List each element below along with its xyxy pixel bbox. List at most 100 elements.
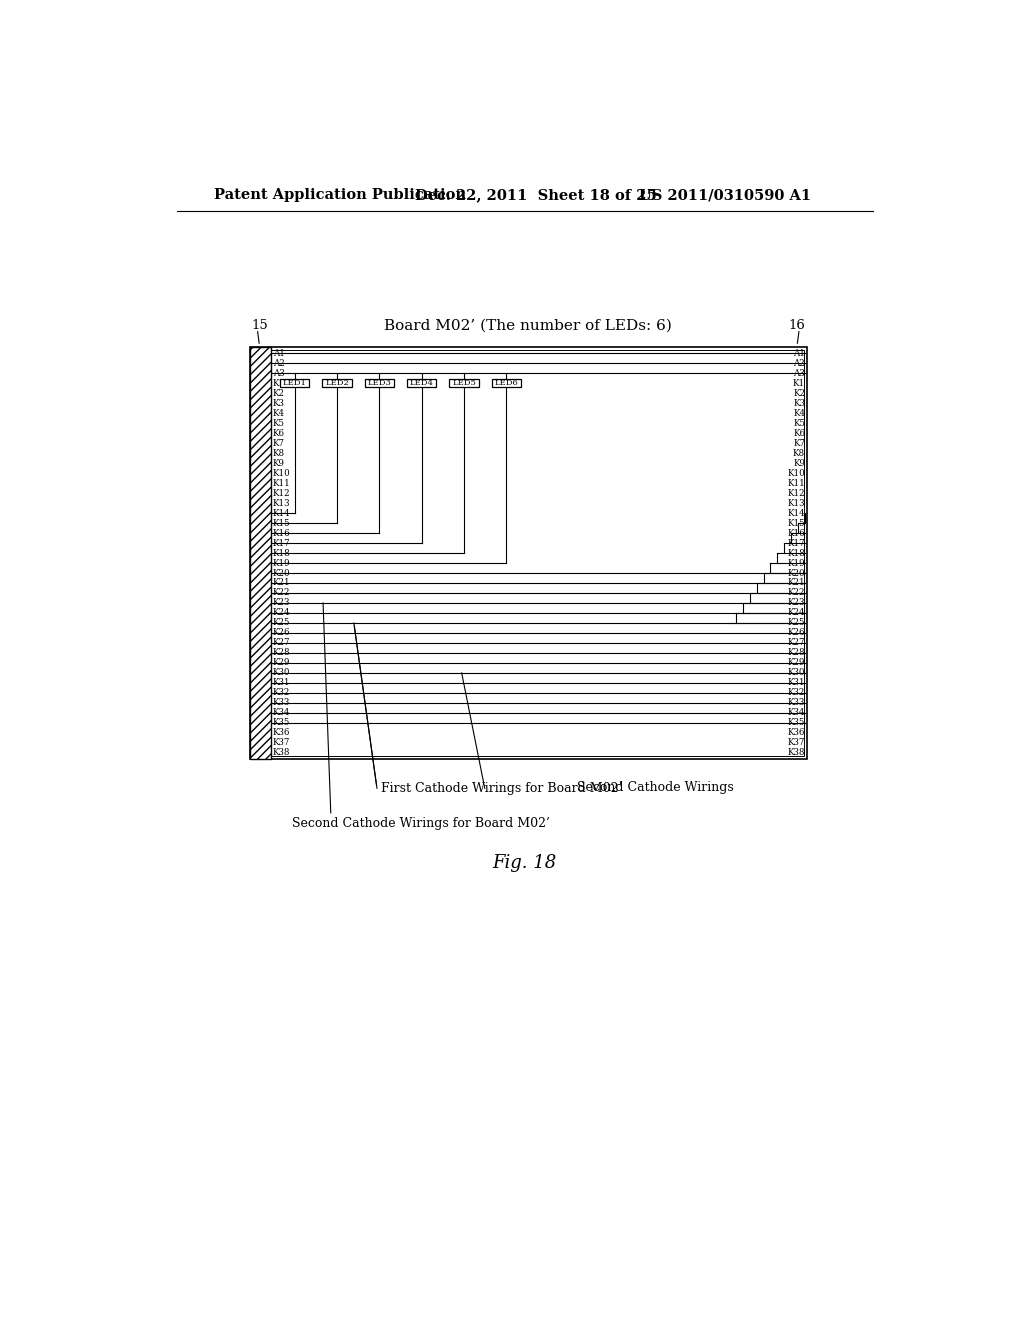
Text: K34: K34 bbox=[787, 709, 805, 717]
Text: K26: K26 bbox=[273, 628, 291, 638]
Text: Dec. 22, 2011  Sheet 18 of 25: Dec. 22, 2011 Sheet 18 of 25 bbox=[416, 189, 657, 202]
Bar bbox=[323, 379, 351, 388]
Bar bbox=[250, 347, 271, 759]
Text: US 2011/0310590 A1: US 2011/0310590 A1 bbox=[639, 189, 811, 202]
Text: K36: K36 bbox=[273, 729, 291, 738]
Text: K8: K8 bbox=[793, 449, 805, 458]
Text: K9: K9 bbox=[793, 458, 805, 467]
Text: K22: K22 bbox=[787, 589, 805, 598]
Text: A3: A3 bbox=[273, 368, 285, 378]
Text: K6: K6 bbox=[793, 429, 805, 438]
Text: K8: K8 bbox=[273, 449, 285, 458]
Text: Second Cathode Wirings: Second Cathode Wirings bbox=[578, 781, 734, 795]
Text: K35: K35 bbox=[273, 718, 291, 727]
Text: K38: K38 bbox=[787, 748, 805, 758]
Text: K29: K29 bbox=[273, 659, 291, 668]
Text: A1: A1 bbox=[273, 348, 285, 358]
Text: 15: 15 bbox=[252, 319, 268, 333]
Text: K7: K7 bbox=[273, 438, 285, 447]
Text: K3: K3 bbox=[794, 399, 805, 408]
Text: A2: A2 bbox=[794, 359, 805, 368]
Text: K12: K12 bbox=[787, 488, 805, 498]
Bar bbox=[280, 379, 309, 388]
Text: K16: K16 bbox=[787, 528, 805, 537]
Text: K4: K4 bbox=[273, 409, 285, 417]
Text: K33: K33 bbox=[273, 698, 290, 708]
Text: K19: K19 bbox=[787, 558, 805, 568]
Text: K20: K20 bbox=[273, 569, 291, 578]
Text: K10: K10 bbox=[273, 469, 291, 478]
Text: K19: K19 bbox=[273, 558, 291, 568]
Text: K30: K30 bbox=[273, 668, 291, 677]
Text: A3: A3 bbox=[794, 368, 805, 378]
Text: K20: K20 bbox=[787, 569, 805, 578]
Text: K29: K29 bbox=[787, 659, 805, 668]
Text: K10: K10 bbox=[787, 469, 805, 478]
Text: K23: K23 bbox=[787, 598, 805, 607]
Text: LED2: LED2 bbox=[325, 379, 349, 387]
Text: K31: K31 bbox=[787, 678, 805, 688]
Text: K32: K32 bbox=[273, 689, 291, 697]
Text: K13: K13 bbox=[787, 499, 805, 508]
Bar bbox=[365, 379, 394, 388]
Text: K21: K21 bbox=[273, 578, 291, 587]
Text: LED5: LED5 bbox=[452, 379, 476, 387]
Text: LED1: LED1 bbox=[283, 379, 306, 387]
Text: K1: K1 bbox=[793, 379, 805, 388]
Text: K38: K38 bbox=[273, 748, 291, 758]
Text: K14: K14 bbox=[273, 508, 291, 517]
Text: K23: K23 bbox=[273, 598, 291, 607]
Text: 16: 16 bbox=[788, 319, 805, 333]
Text: K15: K15 bbox=[273, 519, 291, 528]
Text: K2: K2 bbox=[273, 388, 285, 397]
Text: K22: K22 bbox=[273, 589, 291, 598]
Bar bbox=[492, 379, 521, 388]
Bar bbox=[250, 347, 271, 759]
Text: K36: K36 bbox=[787, 729, 805, 738]
Text: K33: K33 bbox=[787, 698, 805, 708]
Text: K24: K24 bbox=[787, 609, 805, 618]
Text: K5: K5 bbox=[793, 418, 805, 428]
Text: Board M02’ (The number of LEDs: 6): Board M02’ (The number of LEDs: 6) bbox=[384, 318, 672, 333]
Bar bbox=[250, 347, 807, 759]
Bar bbox=[450, 379, 478, 388]
Text: A1: A1 bbox=[794, 348, 805, 358]
Text: K25: K25 bbox=[273, 619, 291, 627]
Text: K35: K35 bbox=[787, 718, 805, 727]
Text: First Cathode Wirings for Board M02’: First Cathode Wirings for Board M02’ bbox=[381, 781, 623, 795]
Text: A2: A2 bbox=[273, 359, 285, 368]
Text: K28: K28 bbox=[787, 648, 805, 657]
Text: K27: K27 bbox=[273, 639, 291, 647]
Text: K11: K11 bbox=[273, 479, 291, 487]
Text: K11: K11 bbox=[787, 479, 805, 487]
Text: Fig. 18: Fig. 18 bbox=[493, 854, 557, 873]
Text: LED6: LED6 bbox=[495, 379, 518, 387]
Text: K6: K6 bbox=[273, 429, 285, 438]
Text: K30: K30 bbox=[787, 668, 805, 677]
Text: K32: K32 bbox=[787, 689, 805, 697]
Text: K16: K16 bbox=[273, 528, 291, 537]
Text: K4: K4 bbox=[793, 409, 805, 417]
Text: Second Cathode Wirings for Board M02’: Second Cathode Wirings for Board M02’ bbox=[292, 817, 550, 830]
Text: K37: K37 bbox=[787, 738, 805, 747]
Text: K9: K9 bbox=[273, 458, 285, 467]
Bar bbox=[407, 379, 436, 388]
Text: K21: K21 bbox=[787, 578, 805, 587]
Text: K13: K13 bbox=[273, 499, 291, 508]
Text: K18: K18 bbox=[273, 549, 291, 557]
Text: K37: K37 bbox=[273, 738, 291, 747]
Text: LED3: LED3 bbox=[368, 379, 391, 387]
Text: K17: K17 bbox=[787, 539, 805, 548]
Text: Patent Application Publication: Patent Application Publication bbox=[214, 189, 466, 202]
Text: K15: K15 bbox=[787, 519, 805, 528]
Text: K27: K27 bbox=[787, 639, 805, 647]
Text: K1: K1 bbox=[273, 379, 285, 388]
Text: K2: K2 bbox=[793, 388, 805, 397]
Text: K7: K7 bbox=[793, 438, 805, 447]
Text: K24: K24 bbox=[273, 609, 291, 618]
Text: K31: K31 bbox=[273, 678, 291, 688]
Text: K26: K26 bbox=[787, 628, 805, 638]
Text: K25: K25 bbox=[787, 619, 805, 627]
Text: K18: K18 bbox=[787, 549, 805, 557]
Text: K5: K5 bbox=[273, 418, 285, 428]
